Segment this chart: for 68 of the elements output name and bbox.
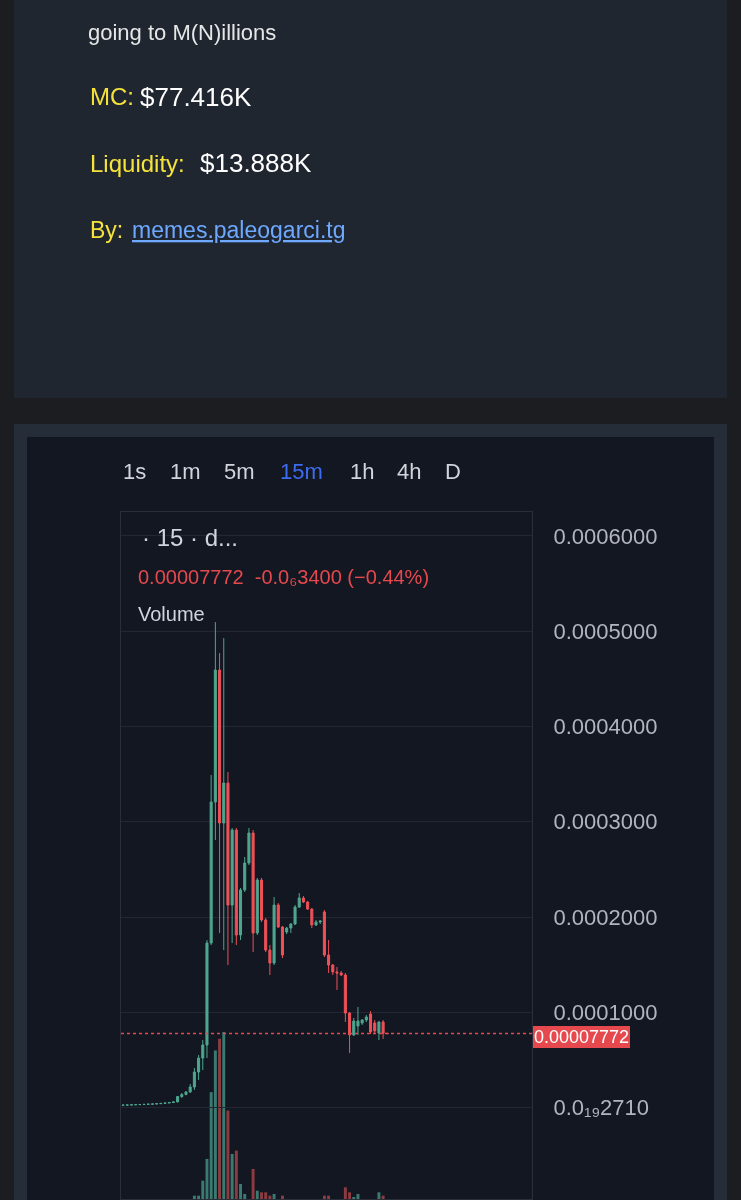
candlestick <box>251 829 255 953</box>
chart-title: going to M(N)illions <box>88 19 277 45</box>
candlestick <box>180 1092 184 1099</box>
bar <box>234 1150 238 1199</box>
text: 15m <box>280 459 323 484</box>
text: 4h <box>397 459 422 484</box>
candlestick <box>335 966 339 991</box>
candlestick <box>314 919 318 926</box>
y-tick-label: 0.0003000 <box>553 809 658 835</box>
bar <box>272 1193 276 1199</box>
candlestick <box>255 877 259 936</box>
text: Liquidity: <box>90 150 185 177</box>
candlestick <box>138 1103 142 1106</box>
candlestick <box>142 1103 146 1106</box>
ref-line-label: 0.00007772 <box>534 1027 630 1047</box>
bar <box>222 1032 226 1199</box>
y-tick-label: 0.0006000 <box>553 523 658 549</box>
y-tick-label: 0.0005000 <box>553 618 658 644</box>
bar <box>218 1038 222 1199</box>
candlestick <box>222 637 226 951</box>
text: $77.416K <box>140 82 252 112</box>
bar <box>356 1193 360 1199</box>
text: $13.888K <box>200 148 312 178</box>
text: memes.paleogarci.tg <box>132 217 346 243</box>
bar <box>264 1192 268 1199</box>
text: 1h <box>350 459 375 484</box>
bar <box>192 1195 196 1199</box>
bar <box>251 1168 255 1199</box>
text: 1m <box>170 459 201 484</box>
bar <box>327 1195 331 1199</box>
text: By: <box>90 217 124 243</box>
bar <box>255 1190 259 1199</box>
candlestick <box>167 1101 171 1104</box>
candlestick <box>230 827 234 944</box>
annotation: 0.00007772 -0.0₆3400 (−0.44%) <box>138 566 430 588</box>
candlestick <box>364 1014 368 1023</box>
candlestick <box>272 896 276 966</box>
candlestick <box>285 926 289 935</box>
text: D <box>445 459 461 484</box>
bar <box>260 1192 263 1199</box>
bar <box>281 1195 284 1199</box>
y-tick-label: 0.0002000 <box>553 904 658 930</box>
candlestick <box>159 1102 163 1105</box>
bar <box>268 1195 272 1199</box>
y-tick-label: 0.0₁₉2710 <box>553 1095 650 1121</box>
bar <box>213 1050 217 1199</box>
candlestick <box>318 919 322 925</box>
bar <box>343 1187 347 1199</box>
bar <box>381 1195 385 1199</box>
text: 5m <box>224 459 255 484</box>
bar <box>226 1110 230 1199</box>
text: · 15 · d... <box>142 524 239 551</box>
candlestick <box>356 1006 360 1036</box>
candlestick <box>176 1095 180 1103</box>
candlestick <box>226 771 230 966</box>
text: MC: <box>90 83 134 110</box>
bar <box>322 1195 326 1199</box>
candlestick <box>377 1020 381 1041</box>
bar <box>201 1180 205 1199</box>
candlestick <box>218 652 222 934</box>
bar <box>230 1153 234 1199</box>
y-tick-label: 0.0001000 <box>553 1000 658 1026</box>
bar <box>377 1192 381 1199</box>
chart-title: Volume <box>138 603 205 625</box>
candlestick <box>234 827 238 946</box>
y-tick-label: 0.0004000 <box>553 714 658 740</box>
bar <box>239 1183 242 1199</box>
text: 1s <box>123 459 147 484</box>
